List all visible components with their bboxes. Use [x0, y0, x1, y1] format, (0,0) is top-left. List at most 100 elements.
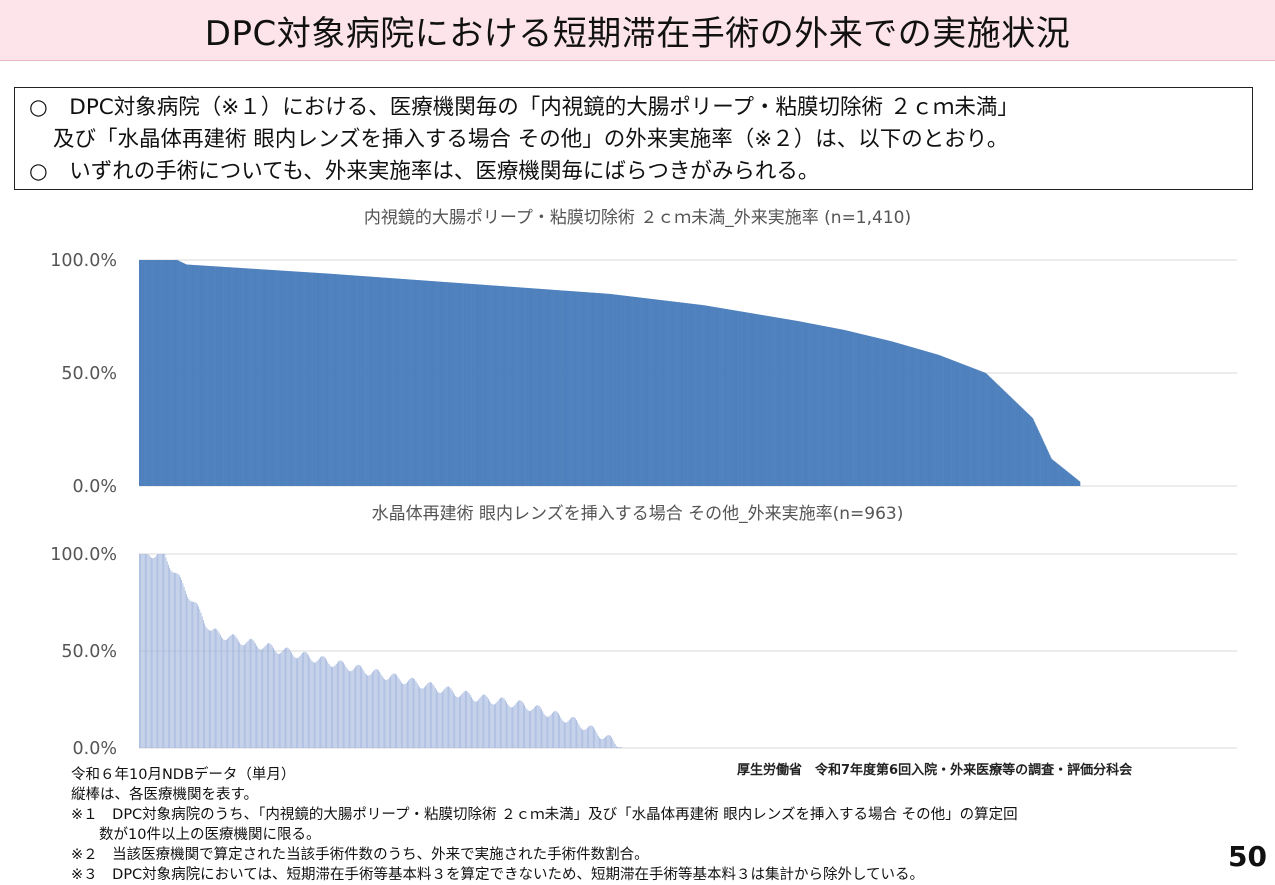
bar-institution	[467, 691, 469, 748]
bar-institution	[224, 640, 226, 748]
bar-institution	[397, 278, 399, 486]
bar-institution	[712, 306, 714, 486]
bar-institution	[744, 312, 746, 486]
bar-institution	[821, 325, 823, 486]
bar-institution	[178, 575, 180, 748]
bar-institution	[685, 303, 687, 486]
bar-institution	[909, 346, 911, 486]
bar-institution	[615, 746, 617, 748]
bar-institution	[948, 358, 950, 486]
bar-institution	[512, 286, 514, 486]
bar-institution	[471, 283, 473, 486]
bar-institution	[147, 260, 149, 486]
bar-institution	[1017, 403, 1019, 486]
bar-institution	[864, 334, 866, 486]
bar-institution	[212, 629, 214, 748]
bar-institution	[450, 688, 452, 748]
bar-institution	[1064, 469, 1066, 486]
bar-institution	[831, 327, 834, 486]
bar-institution	[245, 268, 247, 486]
bar-institution	[594, 728, 596, 748]
bar-institution	[923, 350, 925, 486]
bar-institution	[1036, 428, 1038, 486]
bar-institution	[1055, 462, 1057, 486]
bar-institution	[769, 316, 772, 486]
bar-institution	[321, 656, 323, 748]
bar-institution	[805, 322, 807, 486]
bar-institution	[692, 303, 694, 486]
bar-institution	[678, 302, 680, 486]
bar-institution	[371, 276, 373, 486]
bar-institution	[538, 288, 540, 486]
bar-institution	[401, 682, 402, 748]
bar-institution	[260, 269, 262, 486]
bar-institution	[1007, 393, 1009, 486]
bar-institution	[761, 315, 763, 486]
bar-institution	[245, 643, 247, 748]
bar-institution	[313, 272, 315, 486]
bar-institution	[273, 270, 275, 486]
bar-institution	[758, 314, 760, 486]
bar-institution	[264, 646, 266, 748]
bar-institution	[1016, 403, 1018, 486]
bar-institution	[581, 291, 583, 486]
bar-institution	[366, 276, 368, 486]
bar-institution	[441, 281, 443, 486]
bar-institution	[1047, 452, 1049, 486]
bar-institution	[664, 300, 666, 486]
bar-institution	[227, 267, 229, 486]
bar-institution	[384, 277, 386, 486]
bar-institution	[586, 292, 588, 486]
bar-institution	[688, 303, 690, 486]
bar-institution	[270, 269, 272, 486]
bar-institution	[602, 293, 604, 486]
bar-institution	[921, 350, 923, 486]
bar-institution	[466, 690, 468, 748]
bar-institution	[309, 657, 311, 748]
bar-institution	[511, 286, 513, 486]
bar-institution	[855, 332, 857, 486]
bar-institution	[420, 280, 422, 486]
bar-institution	[351, 670, 353, 748]
bar-institution	[416, 279, 418, 486]
bar-institution	[143, 260, 145, 486]
bar-institution	[486, 285, 488, 486]
bar-institution	[896, 342, 898, 486]
bar-institution	[537, 288, 539, 486]
bar-institution	[612, 294, 614, 486]
bar-institution	[523, 287, 525, 486]
bar-institution	[949, 359, 951, 486]
bar-institution	[680, 302, 683, 486]
bar-institution	[192, 601, 193, 748]
bar-institution	[416, 280, 418, 486]
bar-institution	[350, 671, 352, 748]
bar-institution	[985, 372, 987, 486]
bar-institution	[408, 680, 410, 748]
bar-institution	[984, 372, 986, 486]
bar-institution	[199, 609, 201, 748]
bar-institution	[163, 554, 164, 748]
bar-institution	[389, 278, 391, 486]
bar-institution	[440, 692, 442, 748]
bar-institution	[597, 293, 599, 486]
bar-institution	[409, 679, 411, 748]
bar-institution	[709, 306, 711, 486]
bar-institution	[925, 351, 927, 486]
bar-institution	[975, 369, 977, 486]
bar-institution	[315, 272, 317, 486]
bar-institution	[369, 674, 371, 748]
bar-institution	[677, 302, 679, 486]
bar-institution	[740, 311, 742, 486]
bar-institution	[226, 267, 228, 486]
bar-institution	[796, 320, 798, 486]
bar-institution	[205, 626, 207, 748]
bar-institution	[1047, 450, 1049, 486]
bar-institution	[300, 271, 302, 486]
bar-institution	[532, 288, 534, 486]
bar-institution	[985, 373, 987, 486]
bar-institution	[182, 262, 184, 486]
bar-institution	[565, 722, 567, 748]
bar-institution	[682, 302, 684, 486]
bar-institution	[564, 290, 566, 486]
bar-institution	[235, 636, 237, 748]
